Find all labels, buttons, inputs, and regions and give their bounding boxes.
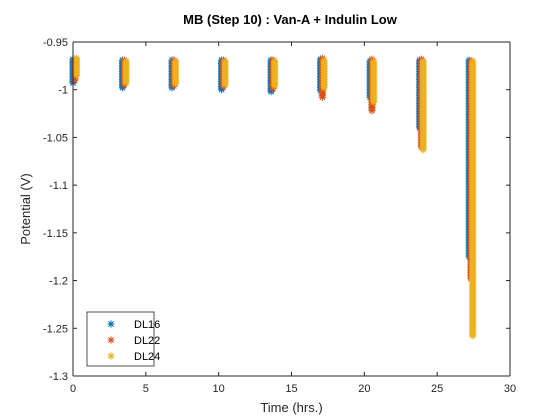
legend-box (86, 311, 155, 367)
point-group (469, 57, 477, 340)
point-group (122, 57, 130, 87)
y-tick-label: -0.95 (43, 37, 68, 49)
data-points (69, 54, 477, 340)
legend-label: DL16 (134, 319, 160, 331)
legend-item: DL16 (107, 319, 160, 331)
legend: DL16 DL22 DL24 (86, 311, 160, 367)
data-point (72, 71, 81, 79)
y-tick-label: -1.1 (49, 180, 68, 192)
data-point (271, 82, 279, 90)
point-group (370, 57, 378, 106)
point-group (171, 57, 180, 88)
data-point (267, 88, 275, 96)
x-axis-label: Time (hrs.) (260, 400, 322, 415)
data-point (320, 84, 328, 92)
y-tick-label: -1.05 (43, 132, 68, 144)
y-tick-label: -1.25 (43, 323, 68, 335)
chart-title: MB (Step 10) : Van-A + Indulin Low (183, 12, 398, 27)
x-tick-label: 5 (143, 383, 149, 395)
x-tick-label: 25 (431, 383, 443, 395)
data-point (221, 81, 229, 89)
point-group (271, 57, 279, 90)
data-point (370, 98, 378, 106)
x-tick-label: 20 (358, 383, 370, 395)
legend-marker (107, 352, 115, 360)
y-tick-label: -1.3 (49, 371, 68, 383)
axes: 0 5 10 15 20 25 30 -0.95 -1 -1.05 -1.1 -1.15 -1.2 -1.… (43, 37, 516, 395)
x-tick-label: 30 (504, 383, 516, 395)
legend-item: DL24 (107, 351, 160, 363)
legend-marker (107, 336, 115, 344)
x-tick-label: 10 (213, 383, 225, 395)
point-group (419, 57, 427, 154)
y-tick-label: -1.15 (43, 228, 68, 240)
y-tick-label: -1.2 (49, 276, 68, 288)
x-tick-label: 0 (70, 383, 76, 395)
data-point (318, 93, 326, 101)
series-DL24 (72, 54, 477, 340)
legend-label: DL22 (134, 335, 160, 347)
data-point (469, 332, 477, 340)
legend-marker (107, 320, 115, 328)
y-tick-label: -1 (58, 85, 68, 97)
data-point (171, 80, 180, 88)
data-point (368, 107, 376, 115)
x-tick-label: 15 (285, 383, 297, 395)
data-point (419, 146, 427, 154)
y-axis-label: Potential (V) (18, 173, 33, 245)
data-point (122, 79, 130, 87)
legend-label: DL24 (134, 351, 160, 363)
legend-item: DL22 (107, 335, 160, 347)
point-group (72, 54, 81, 79)
point-group (221, 57, 229, 89)
point-group (320, 56, 328, 92)
